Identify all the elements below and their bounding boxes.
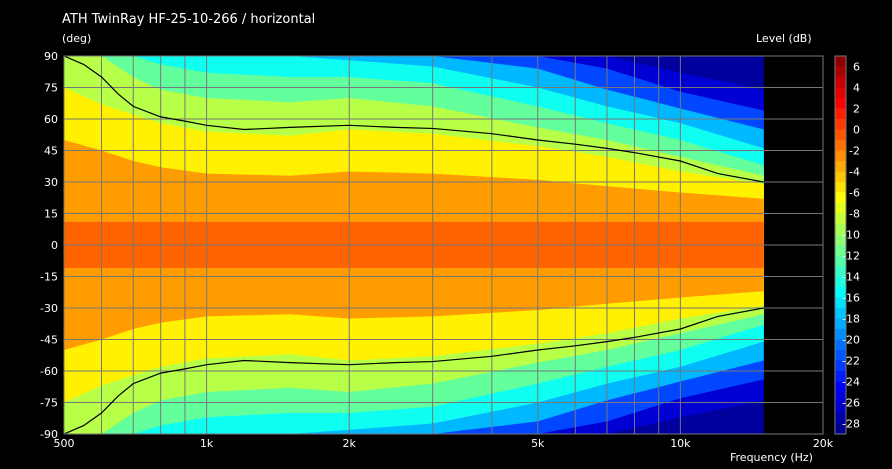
colorbar-tick-label: 6 (853, 61, 860, 74)
x-tick-label: 10k (670, 437, 691, 450)
colorbar-segment (835, 266, 846, 278)
x-tick-label: 2k (343, 437, 357, 450)
y-tick-label: -45 (40, 334, 58, 347)
colorbar-tick-label: -24 (842, 376, 860, 389)
y-tick-label: -75 (40, 397, 58, 410)
y-tick-label: 45 (44, 145, 58, 158)
colorbar-segment (835, 329, 846, 341)
y-axis-label: (deg) (62, 32, 92, 45)
colorbar-segment (835, 224, 846, 236)
colorbar-segment (835, 255, 846, 267)
y-tick-labels: 90 75 60 45 30 15 0 -15 -30 -45 -60 -75 -90 (40, 50, 58, 441)
colorbar-segment (835, 339, 846, 351)
y-tick-label: 30 (44, 176, 58, 189)
x-tick-label: 20k (813, 437, 834, 450)
colorbar-segment (835, 423, 846, 435)
colorbar-segment (835, 66, 846, 78)
colorbar-tick-label: 0 (853, 124, 860, 137)
colorbar-segment (835, 150, 846, 162)
colorbar-segment (835, 308, 846, 320)
y-tick-label: -15 (40, 271, 58, 284)
y-tick-label: 0 (51, 239, 58, 252)
x-tick-label: 500 (54, 437, 75, 450)
colorbar-segment (835, 234, 846, 246)
y-tick-label: 75 (44, 82, 58, 95)
colorbar-segment (835, 171, 846, 183)
y-tick-label: -90 (40, 428, 58, 441)
colorbar-segment (835, 297, 846, 309)
colorbar-segment (835, 140, 846, 152)
colorbar-segment (835, 77, 846, 89)
plot-frame (63, 55, 824, 435)
colorbar-tick-label: -20 (842, 334, 860, 347)
colorbar-segment (835, 192, 846, 204)
x-axis-label: Frequency (Hz) (730, 451, 813, 464)
colorbar-segment (835, 318, 846, 330)
colorbar-tick-label: -10 (842, 229, 860, 242)
colorbar-tick-label: -2 (849, 145, 860, 158)
colorbar-segment (835, 119, 846, 131)
colorbar-segment (835, 87, 846, 99)
colorbar-tick-label: -18 (842, 313, 860, 326)
colorbar-segment (835, 129, 846, 141)
colorbar-segment (835, 392, 846, 404)
colorbar-tick-label: -22 (842, 355, 860, 368)
y-tick-label: 90 (44, 50, 58, 63)
colorbar-tick-label: -6 (849, 187, 860, 200)
colorbar-segment (835, 108, 846, 120)
colorbar-label: Level (dB) (756, 32, 812, 45)
y-tick-label: -60 (40, 365, 58, 378)
colorbar-segment (835, 350, 846, 362)
y-tick-label: -30 (40, 302, 58, 315)
colorbar-segment (835, 203, 846, 215)
colorbar-segment (835, 161, 846, 173)
colorbar-segment (835, 213, 846, 225)
x-tick-labels: 500 1k 2k 5k 10k 20k (54, 437, 834, 450)
y-tick-label: 60 (44, 113, 58, 126)
colorbar-tick-label: -28 (842, 418, 860, 431)
colorbar-tick-label: -26 (842, 397, 860, 410)
colorbar-frame (834, 55, 847, 435)
chart-title: ATH TwinRay HF-25-10-266 / horizontal (62, 12, 316, 27)
colorbar-segment (835, 402, 846, 414)
colorbar-tick-label: 2 (853, 103, 860, 116)
isoline-lower (64, 307, 764, 434)
colorbar-tick-label: -4 (849, 166, 860, 179)
colorbar-segment (835, 381, 846, 393)
colorbar-tick-label: -14 (842, 271, 860, 284)
x-tick-label: 5k (531, 437, 545, 450)
colorbar-segment (835, 56, 846, 68)
y-tick-label: 15 (44, 208, 58, 221)
colorbar-tick-label: -8 (849, 208, 860, 221)
colorbar-segment (835, 182, 846, 194)
colorbar-segment (835, 98, 846, 110)
colorbar-segment (835, 371, 846, 383)
colorbar-segment (835, 360, 846, 372)
colorbar-segment (835, 245, 846, 257)
colorbar-tick-label: -12 (842, 250, 860, 263)
colorbar: 6 4 2 0 -2 -4 -6 -8 -10 -12 -14 -16 -18 -20 -22 -24 -26 -… (834, 55, 860, 435)
colorbar-tick-label: -16 (842, 292, 860, 305)
isoline-upper (64, 56, 764, 183)
colorbar-segment (835, 276, 846, 288)
isoline-group (64, 56, 764, 434)
colorbar-tick-label: 4 (853, 82, 860, 95)
colorbar-segment (835, 413, 846, 425)
colorbar-segment (835, 287, 846, 299)
x-tick-label: 1k (200, 437, 214, 450)
